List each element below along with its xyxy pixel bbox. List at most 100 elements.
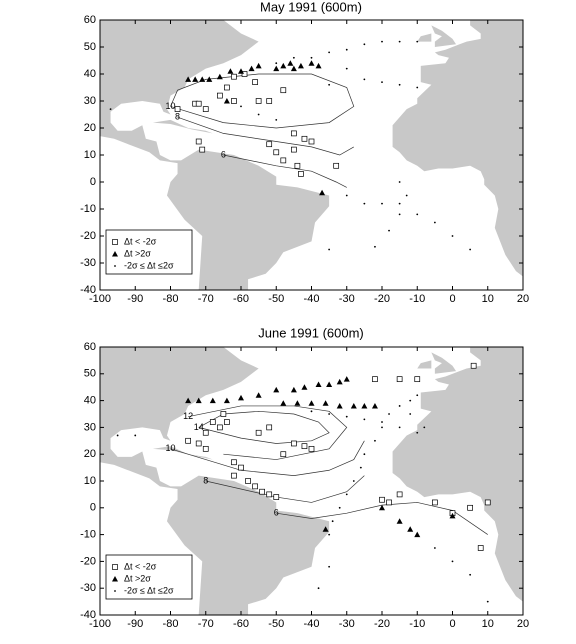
data-point xyxy=(477,545,484,551)
data-point xyxy=(294,400,301,406)
data-point xyxy=(231,472,237,479)
legend-label: Δt < -2σ xyxy=(124,561,157,571)
data-point xyxy=(231,98,237,104)
data-point xyxy=(469,248,472,251)
legend-marker xyxy=(112,251,118,257)
data-point xyxy=(297,62,304,69)
y-tick-label: 40 xyxy=(84,68,96,80)
x-tick-label: -80 xyxy=(163,293,179,305)
x-tick-label: -70 xyxy=(198,293,214,305)
data-point xyxy=(308,400,315,406)
data-point xyxy=(396,518,403,524)
contour-line xyxy=(198,410,330,444)
data-point xyxy=(266,424,273,431)
data-point xyxy=(185,76,192,82)
data-point xyxy=(381,202,383,205)
data-point xyxy=(416,431,419,434)
x-tick-label: -60 xyxy=(233,618,249,630)
data-point xyxy=(224,419,230,425)
y-tick-label: -20 xyxy=(80,555,96,567)
x-tick-label: -50 xyxy=(268,618,284,630)
contour-label: 10 xyxy=(165,443,175,453)
land xyxy=(431,25,457,47)
contour-line xyxy=(188,405,348,460)
x-tick-label: -40 xyxy=(304,293,320,305)
panel-title: May 1991 (600m) xyxy=(260,0,362,14)
legend-box xyxy=(105,229,193,275)
data-point xyxy=(328,413,331,415)
data-point xyxy=(363,43,366,46)
x-tick-label: -90 xyxy=(127,618,143,630)
data-point xyxy=(192,76,199,82)
data-point xyxy=(238,68,244,74)
y-tick-label: -10 xyxy=(80,203,96,215)
y-tick-label: 40 xyxy=(84,395,96,407)
x-tick-label: -100 xyxy=(89,293,111,305)
data-point xyxy=(185,437,191,444)
data-point xyxy=(381,426,383,429)
x-tick-label: -20 xyxy=(374,618,390,630)
data-point xyxy=(195,138,202,145)
y-tick-label: -30 xyxy=(80,582,96,594)
data-point xyxy=(363,418,366,421)
legend-label: Δt >2σ xyxy=(124,248,151,258)
legend-box xyxy=(105,554,193,600)
data-point xyxy=(416,40,419,43)
data-point xyxy=(333,162,340,169)
contour-line xyxy=(177,116,354,156)
y-tick-label: -20 xyxy=(80,230,96,242)
x-tick-label: -20 xyxy=(374,293,390,305)
data-point xyxy=(273,386,280,393)
data-point xyxy=(202,445,209,452)
y-tick-label: 0 xyxy=(90,176,96,188)
legend-label: Δt < -2σ xyxy=(124,236,157,246)
y-tick-label: 60 xyxy=(84,14,96,26)
contour-line xyxy=(170,73,355,129)
data-point xyxy=(345,194,348,197)
y-tick-label: 50 xyxy=(84,368,96,380)
data-point xyxy=(398,83,401,86)
data-point xyxy=(416,213,419,216)
data-point xyxy=(291,146,297,153)
data-point xyxy=(343,376,350,382)
contour-label: 6 xyxy=(221,149,226,159)
y-tick-label: -40 xyxy=(80,609,96,621)
legend-label: -2σ ≤ Δt ≤2σ xyxy=(124,260,174,270)
data-point xyxy=(310,410,313,413)
data-point xyxy=(266,141,273,148)
data-point xyxy=(331,520,334,523)
data-point xyxy=(217,424,223,431)
data-point xyxy=(280,62,287,69)
legend-label: -2σ ≤ Δt ≤2σ xyxy=(124,585,174,595)
x-tick-label: 20 xyxy=(517,293,529,305)
data-point xyxy=(423,426,426,429)
data-point xyxy=(398,426,401,429)
data-point xyxy=(361,402,368,409)
x-tick-label: -50 xyxy=(268,293,284,305)
data-point xyxy=(388,413,390,415)
data-point xyxy=(174,106,181,112)
x-tick-label: 0 xyxy=(449,293,455,305)
data-point xyxy=(202,429,209,436)
contour-label: 12 xyxy=(183,411,193,421)
land xyxy=(392,347,523,602)
data-point xyxy=(275,119,278,121)
data-point xyxy=(199,76,206,82)
data-point xyxy=(338,506,341,509)
data-point xyxy=(308,138,315,145)
data-point xyxy=(280,87,287,94)
legend-marker xyxy=(114,590,116,592)
y-tick-label: 20 xyxy=(84,122,96,134)
data-point xyxy=(266,98,273,104)
data-point xyxy=(294,162,301,169)
data-point xyxy=(195,100,202,107)
data-point xyxy=(396,376,403,383)
x-tick-label: -10 xyxy=(409,618,425,630)
data-point xyxy=(185,397,192,404)
contour-line xyxy=(205,475,365,503)
x-tick-label: 20 xyxy=(517,618,529,630)
land xyxy=(100,347,330,615)
data-point xyxy=(372,376,378,383)
data-point xyxy=(381,40,383,43)
data-point xyxy=(298,171,304,177)
